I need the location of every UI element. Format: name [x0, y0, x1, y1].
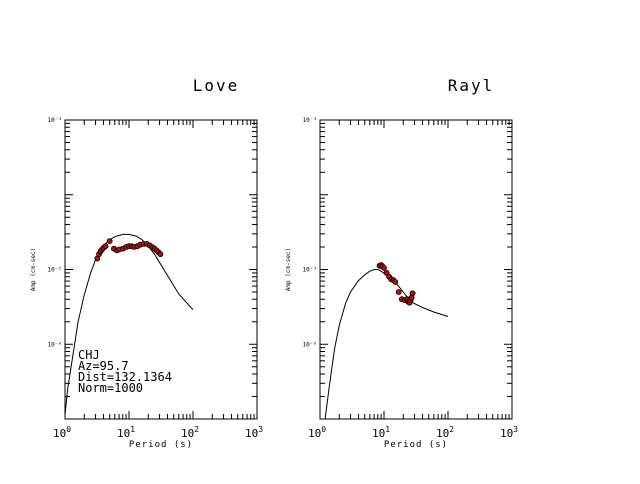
y-tick-label: 10⁻³: [303, 117, 317, 124]
y-tick-label: 10⁻⁵: [48, 267, 62, 274]
chart-title: Rayl: [448, 76, 495, 95]
data-point: [409, 290, 416, 297]
x-tick-label-exponent: 0: [66, 425, 71, 434]
data-point: [395, 289, 402, 295]
x-tick-label: 103: [245, 425, 263, 440]
y-tick-label: 10⁻⁵: [303, 267, 317, 274]
x-tick-label-base: 10: [53, 427, 66, 440]
x-tick-label: 100: [53, 425, 71, 440]
x-tick-label: 103: [500, 425, 518, 440]
x-tick-label-base: 10: [500, 427, 513, 440]
x-tick-label-base: 10: [308, 427, 321, 440]
x-tick-label-base: 10: [117, 427, 130, 440]
x-axis-label: Period (s): [384, 440, 448, 450]
x-axis-label: Period (s): [129, 440, 193, 450]
x-tick-label-exponent: 2: [194, 425, 199, 434]
plot-frame: [319, 119, 513, 420]
x-tick-label-exponent: 1: [385, 425, 390, 434]
y-axis-label: Amp (cm-sec): [30, 248, 37, 291]
annotation-line: CHJ: [78, 348, 100, 362]
x-tick-label-exponent: 2: [449, 425, 454, 434]
y-tick-label: 10⁻⁶: [48, 341, 62, 348]
y-axis-label: Amp (cm-sec): [285, 248, 292, 291]
data-point: [106, 238, 113, 245]
model-curve: [324, 269, 449, 420]
model-curve: [64, 233, 194, 416]
x-tick-label-exponent: 0: [321, 425, 326, 434]
annotation-line: Norm=1000: [78, 381, 143, 395]
annotation-line: Dist=132.1364: [78, 370, 172, 384]
x-tick-label-exponent: 3: [258, 425, 263, 434]
data-point: [157, 251, 164, 258]
x-tick-label-base: 10: [181, 427, 194, 440]
y-tick-label: 10⁻⁶: [303, 341, 317, 348]
x-tick-label-base: 10: [372, 427, 385, 440]
x-tick-label-base: 10: [245, 427, 258, 440]
annotation-line: Az=95.7: [78, 359, 129, 373]
x-tick-label-base: 10: [436, 427, 449, 440]
x-tick-label: 101: [117, 425, 135, 440]
chart-title: Love: [193, 76, 240, 95]
x-tick-label: 102: [181, 425, 199, 440]
y-tick-label: 10⁻³: [48, 117, 62, 124]
x-tick-label-exponent: 1: [130, 425, 135, 434]
data-point: [381, 264, 387, 271]
x-tick-label: 101: [372, 425, 390, 440]
x-tick-label: 102: [436, 425, 454, 440]
data-point: [392, 279, 399, 285]
data-point: [102, 243, 109, 250]
x-tick-label-exponent: 3: [513, 425, 518, 434]
x-tick-label: 100: [308, 425, 326, 440]
